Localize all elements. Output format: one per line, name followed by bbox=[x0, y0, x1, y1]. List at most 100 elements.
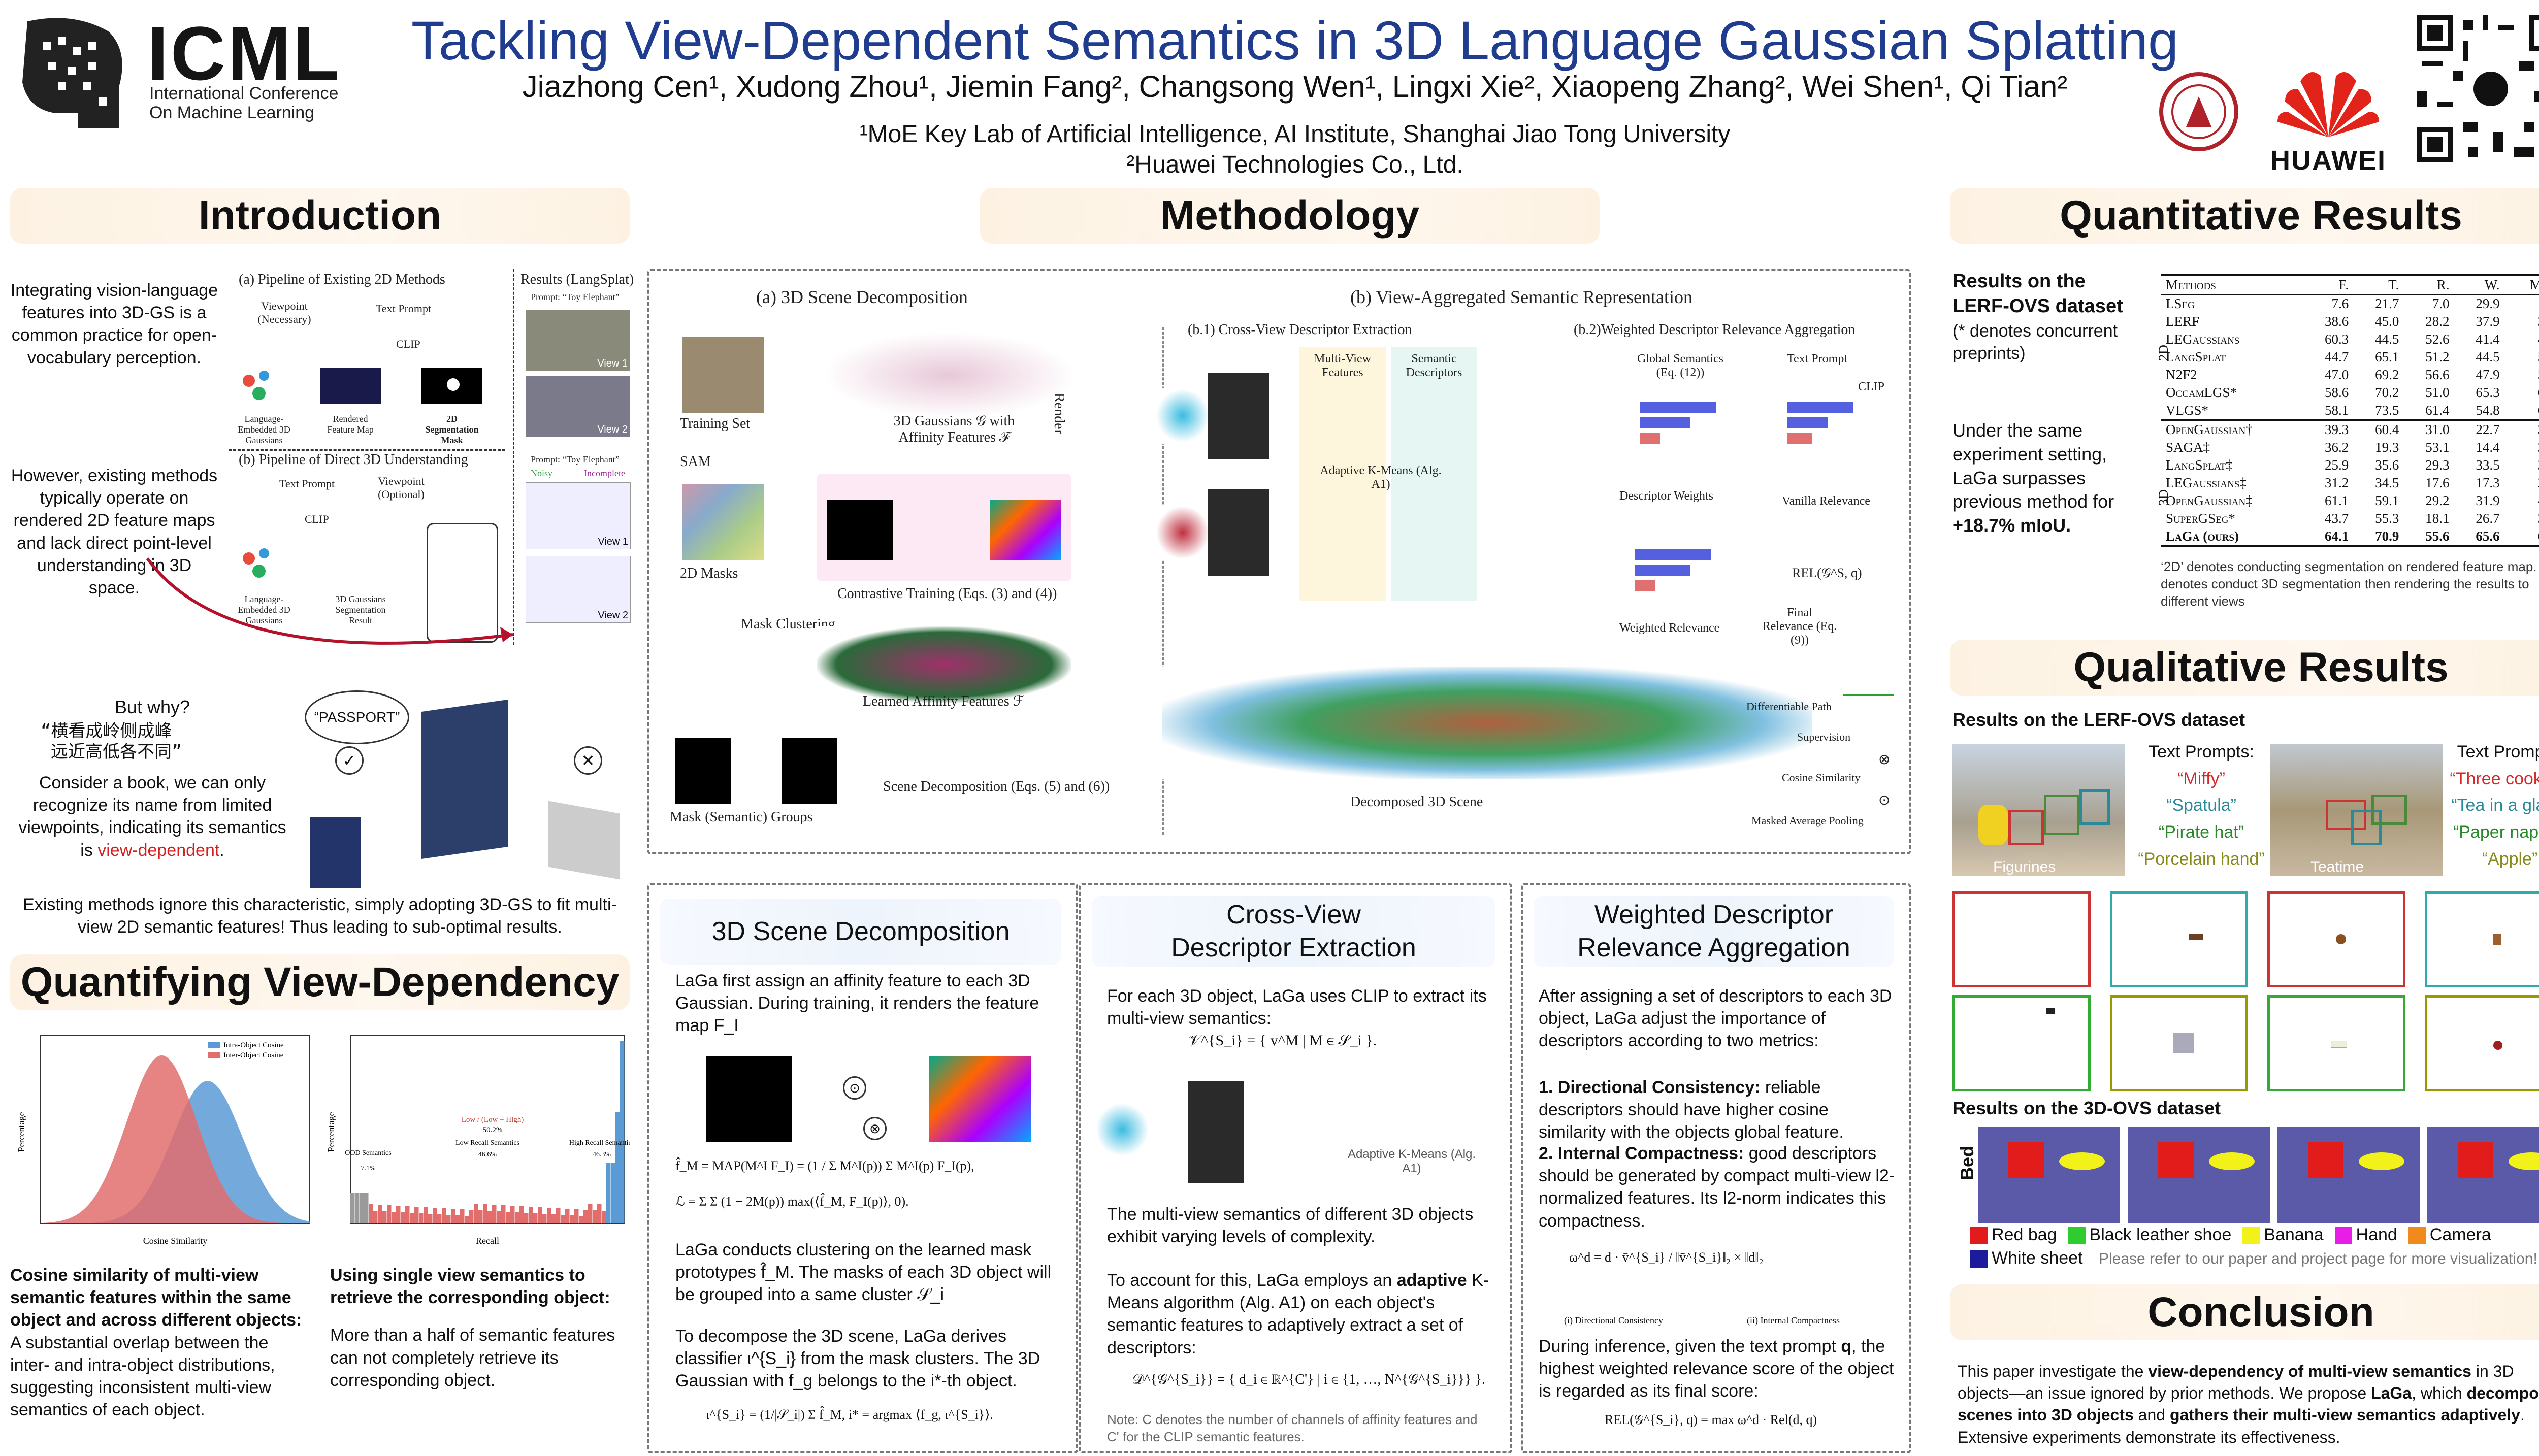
table-row: LEGaussians 60.3 44.5 52.6 41.4 46.9 bbox=[2161, 330, 2539, 348]
crossview-heading: Cross-View Descriptor Extraction bbox=[1092, 896, 1495, 967]
value-cell: 39.3 bbox=[2303, 419, 2354, 439]
recall-bar bbox=[392, 1212, 396, 1223]
recall-bar bbox=[469, 1210, 474, 1223]
legend-swatch bbox=[2408, 1227, 2426, 1245]
recall-bar bbox=[583, 1210, 588, 1223]
figurines-photo: Figurines bbox=[1952, 744, 2125, 876]
value-cell: 73.5 bbox=[2375, 403, 2399, 418]
decomposed-scene-cloud bbox=[1162, 667, 1812, 779]
text-prompt: “Miffy” bbox=[2177, 769, 2225, 788]
group-label-3d: 3D bbox=[2156, 489, 2171, 506]
recall-bar bbox=[378, 1205, 382, 1223]
sjtu-seal-logo bbox=[2158, 71, 2239, 152]
high-label: High Recall Semantics bbox=[569, 1139, 630, 1147]
value-cell: 47.0 bbox=[2324, 367, 2349, 382]
method-cell: LSeg bbox=[2166, 296, 2195, 311]
value-cell: 60.4 bbox=[2354, 419, 2404, 439]
views-bracket bbox=[427, 523, 498, 643]
value-cell: 55.6 bbox=[2404, 527, 2455, 547]
intro-p2: However, existing methods typically oper… bbox=[11, 466, 218, 598]
legend-item: White sheet bbox=[1970, 1248, 2083, 1268]
recall-bar bbox=[588, 1204, 593, 1223]
recall-bar bbox=[561, 1215, 565, 1223]
value-cell: 16.6 bbox=[2505, 294, 2539, 313]
2d-mask bbox=[421, 368, 482, 404]
legend-swatch-inter bbox=[208, 1052, 220, 1058]
recall-bar bbox=[405, 1206, 410, 1223]
qr-code[interactable] bbox=[2412, 10, 2539, 168]
value-cell: 25.2 bbox=[2505, 474, 2539, 492]
recall-bar bbox=[620, 1041, 625, 1223]
legend-swatch bbox=[1970, 1250, 1988, 1268]
value-cell: 51.0 bbox=[2425, 385, 2450, 400]
left-prompts: Text Prompts: “Miffy” “Spatula” “Pirate ha… bbox=[2130, 739, 2272, 872]
recall-bar bbox=[419, 1213, 424, 1223]
recall-bar bbox=[538, 1207, 542, 1223]
value-cell: 69.2 bbox=[2375, 367, 2399, 382]
legend-swatch bbox=[2242, 1227, 2260, 1245]
value-cell: 14.4 bbox=[2476, 440, 2500, 455]
text-prompt: “Apple” bbox=[2482, 849, 2538, 869]
seg-porcelain-hand bbox=[2110, 995, 2248, 1091]
contrastive-box bbox=[817, 474, 1071, 581]
legend-item: Camera bbox=[2408, 1225, 2491, 1245]
value-cell: 30.7 bbox=[2505, 439, 2539, 456]
value-cell: 44.5 bbox=[2375, 332, 2399, 347]
recall-bar bbox=[410, 1213, 414, 1223]
recall-bar bbox=[437, 1214, 442, 1223]
x-axis-label: Cosine Similarity bbox=[143, 1236, 208, 1246]
table-row: LEGaussians‡ 31.2 34.5 17.6 17.3 25.2 bbox=[2161, 474, 2539, 492]
recall-bar bbox=[593, 1210, 597, 1223]
recall-bar bbox=[506, 1212, 510, 1223]
low-value: 46.6% bbox=[478, 1151, 497, 1159]
value-cell: 60.3 bbox=[2324, 332, 2349, 347]
value-cell: 26.7 bbox=[2476, 511, 2500, 526]
weighted-bars bbox=[1635, 545, 1726, 611]
recall-bar bbox=[515, 1212, 519, 1223]
recall-bar bbox=[487, 1211, 492, 1223]
passport-book bbox=[421, 700, 508, 859]
view2-result: View 2 bbox=[526, 556, 631, 623]
ood-value: 7.1% bbox=[361, 1165, 376, 1172]
table-row: LaGa (ours)64.170.955.665.664.0 bbox=[2161, 527, 2539, 547]
weighted-p2: During inference, given the text prompt … bbox=[1539, 1337, 1894, 1401]
legend-swatch-intra bbox=[208, 1042, 220, 1048]
seg-miffy bbox=[1952, 891, 2091, 987]
recall-bar bbox=[529, 1207, 533, 1223]
value-cell: 46.9 bbox=[2505, 330, 2539, 348]
value-cell: 33.5 bbox=[2476, 457, 2500, 473]
legend-item: Hand bbox=[2334, 1225, 2397, 1245]
value-cell: 7.6 bbox=[2331, 296, 2349, 311]
value-cell: 25.9 bbox=[2324, 457, 2349, 473]
recall-bar bbox=[501, 1205, 506, 1223]
text-prompt: “Paper napkin” bbox=[2453, 822, 2539, 842]
value-cell: 58.6 bbox=[2324, 385, 2349, 400]
quant-left-caption: Cosine similarity of multi-view semantic… bbox=[10, 1266, 302, 1420]
table-row: VLGS* 58.1 73.5 61.4 54.8 62.0 bbox=[2161, 402, 2539, 420]
x-axis-label-2: Recall bbox=[476, 1236, 499, 1246]
recall-bar bbox=[606, 1163, 611, 1223]
value-cell: R. bbox=[2404, 274, 2455, 295]
value-cell: 31.2 bbox=[2324, 475, 2349, 490]
crossview-eq2: 𝒟^{𝒢^{S_i}} = { d_i ∈ ℝ^{C'} | i ∈ {1, …… bbox=[1132, 1372, 1485, 1387]
check-icon: ✓ bbox=[335, 746, 364, 775]
recall-bar bbox=[483, 1204, 487, 1223]
rendered-feature-map bbox=[320, 368, 381, 404]
recall-bar bbox=[433, 1208, 437, 1223]
legend-item: Banana bbox=[2242, 1225, 2324, 1245]
legend-swatch bbox=[1970, 1227, 1988, 1245]
huawei-logo: HUAWEI bbox=[2270, 61, 2387, 176]
decomp-eq1: f̂_M = MAP(M^I F_I) = (1 / Σ M^I(p)) Σ M… bbox=[675, 1159, 974, 1173]
value-cell: 64.0 bbox=[2504, 527, 2539, 547]
recall-bar bbox=[442, 1208, 446, 1223]
crossview-panel bbox=[1079, 883, 1512, 1453]
training-photo bbox=[682, 337, 764, 413]
recall-bar bbox=[465, 1216, 469, 1223]
recall-bar bbox=[460, 1209, 465, 1223]
value-cell: 54.8 bbox=[2476, 403, 2500, 418]
table-row: OpenGaussian‡ 61.1 59.1 29.2 31.9 45.3 bbox=[2161, 492, 2539, 510]
y-axis-label: Percentage bbox=[16, 1112, 26, 1152]
recall-bar bbox=[510, 1206, 515, 1223]
recall-bar bbox=[382, 1211, 387, 1223]
method-cell: LangSplat‡ bbox=[2166, 457, 2233, 473]
